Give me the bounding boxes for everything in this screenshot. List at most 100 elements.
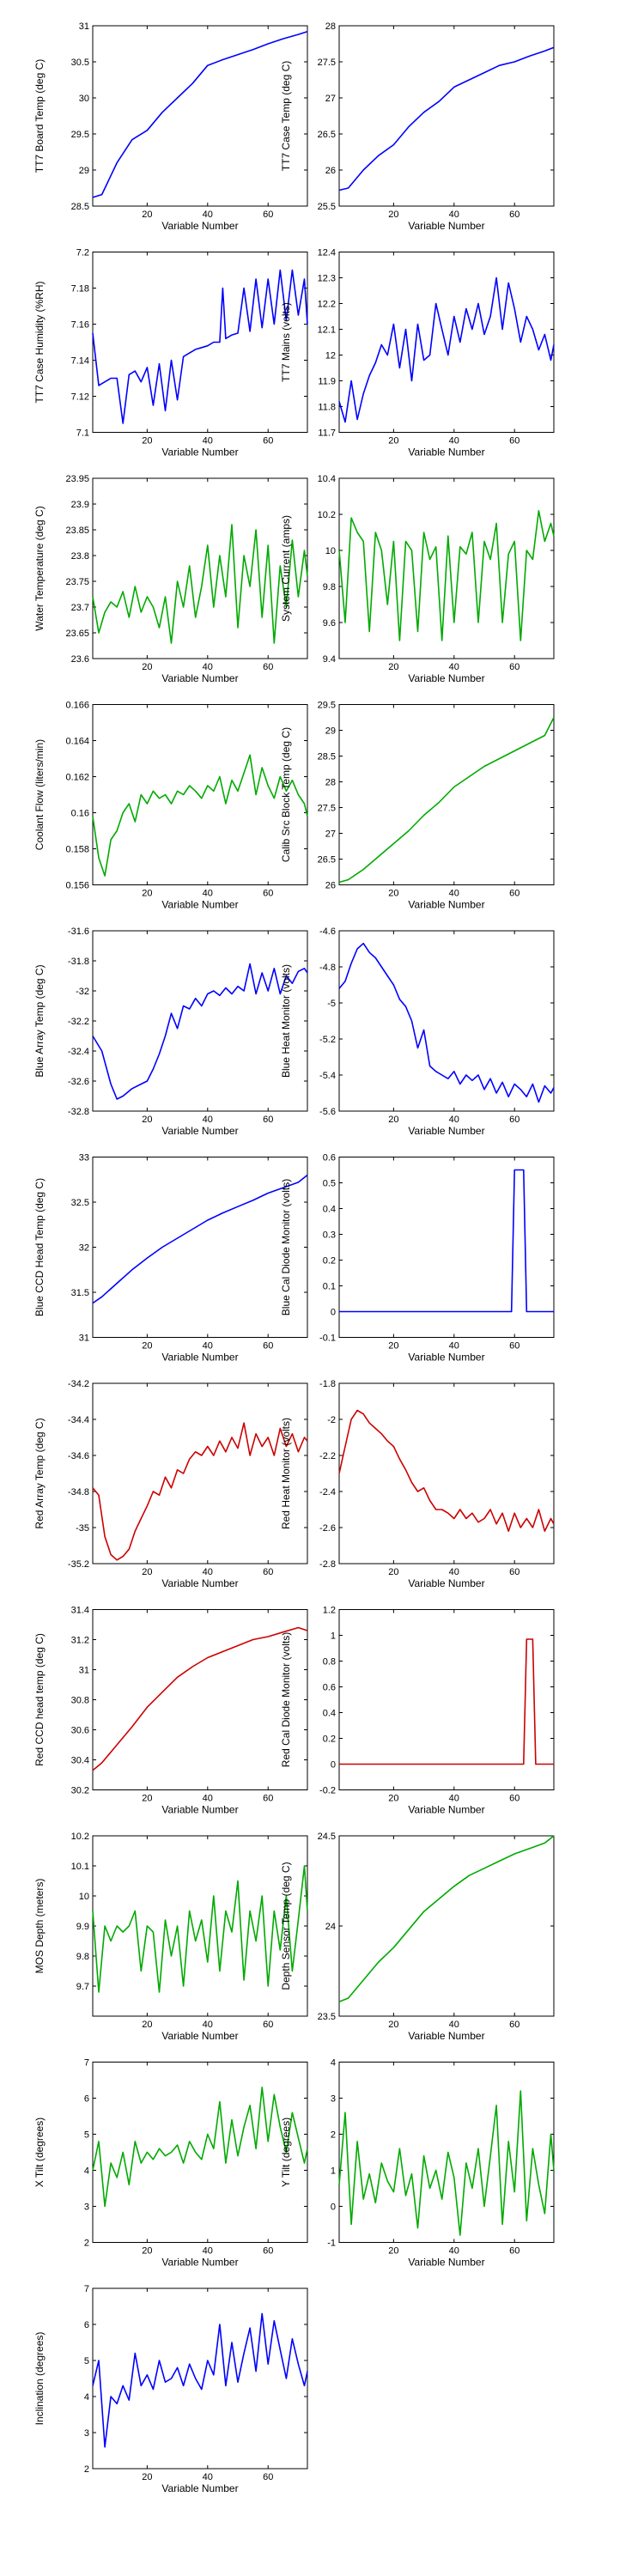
- x-axis-label: Variable Number: [408, 899, 484, 911]
- series-line: [338, 509, 555, 641]
- y-tick-label: 10.2: [318, 510, 336, 520]
- x-tick-label: 60: [509, 1115, 519, 1125]
- y-tick-label: 23.9: [71, 500, 89, 510]
- series-line: [92, 524, 308, 644]
- y-tick-label: 0.162: [65, 773, 89, 783]
- x-tick-label: 60: [509, 1341, 519, 1352]
- y-tick-label: 23.5: [318, 2012, 336, 2022]
- y-tick-label: 7: [84, 2058, 89, 2069]
- x-axis-label: Variable Number: [161, 1352, 238, 1364]
- y-tick-label: 31.2: [71, 1636, 89, 1646]
- y-tick-label: -34.4: [68, 1415, 89, 1425]
- plot-frame: [338, 252, 555, 433]
- series-line: [92, 2312, 308, 2448]
- y-tick-label: -4.8: [319, 963, 336, 973]
- y-axis-label: Blue Cal Diode Monitor (volts): [280, 1179, 292, 1315]
- chart-panel-15: 20 40 60 30.2 30.4 30.6 30.8 31 31.2 31.4 Variable…: [33, 1606, 308, 1816]
- x-tick-label: 20: [142, 2472, 152, 2482]
- y-tick-label: 27: [325, 829, 336, 840]
- y-axis-label: Water Temperature (deg C): [33, 506, 46, 630]
- y-axis-label: Inclination (degrees): [33, 2332, 46, 2426]
- plot-frame: [338, 1835, 555, 2017]
- x-axis-label: Variable Number: [161, 220, 238, 232]
- y-tick-label: 26: [325, 166, 336, 176]
- y-axis-label: X Tilt (degrees): [33, 2117, 46, 2187]
- series-line: [338, 2090, 555, 2236]
- plot-frame: [92, 930, 308, 1112]
- y-tick-label: 10.1: [71, 1862, 89, 1872]
- y-tick-label: 24.5: [318, 1832, 336, 1842]
- y-tick-label: 23.75: [65, 577, 89, 587]
- y-tick-label: 29.5: [71, 130, 89, 140]
- chart-panel-16: 20 40 60 -0.2 0 0.2 0.4 0.6 0.8 1 1.2 Variable Numb…: [280, 1606, 555, 1816]
- series-line: [92, 1174, 308, 1304]
- chart-panel-10: 20 40 60 -5.6 -5.4 -5.2 -5 -4.8 -4.6 Variable Num…: [280, 927, 555, 1137]
- y-tick-label: -34.8: [68, 1487, 89, 1498]
- y-tick-label: -32.4: [68, 1047, 89, 1057]
- series-line: [92, 30, 308, 198]
- y-tick-label: 5: [84, 2130, 89, 2141]
- y-tick-label: 31.4: [71, 1606, 89, 1616]
- y-tick-label: 28: [325, 778, 336, 788]
- x-tick-label: 20: [388, 1794, 398, 1804]
- series-line: [338, 717, 555, 884]
- y-tick-label: 4: [331, 2058, 336, 2069]
- y-tick-label: 30.5: [71, 58, 89, 68]
- y-tick-label: 12: [325, 351, 336, 361]
- x-tick-label: 40: [203, 436, 213, 447]
- chart-panel-14: 20 40 60 -2.8 -2.6 -2.4 -2.2 -2 -1.8 Variable Num…: [280, 1379, 555, 1589]
- y-tick-label: 0.4: [323, 1709, 336, 1719]
- x-tick-label: 60: [509, 662, 519, 672]
- plot-frame: [338, 704, 555, 885]
- x-tick-label: 40: [203, 1341, 213, 1352]
- y-tick-label: 4: [84, 2392, 89, 2403]
- x-tick-label: 60: [263, 1794, 273, 1804]
- y-tick-label: 9.6: [323, 618, 336, 629]
- y-tick-label: 2: [331, 2130, 336, 2141]
- x-axis-label: Variable Number: [161, 447, 238, 459]
- x-axis-label: Variable Number: [408, 447, 484, 459]
- y-tick-label: 9.9: [76, 1922, 89, 1932]
- y-tick-label: -0.2: [319, 1786, 336, 1796]
- x-tick-label: 20: [142, 889, 152, 899]
- y-tick-label: 2: [84, 2464, 89, 2475]
- y-tick-label: -32.2: [68, 1017, 89, 1027]
- chart-panel-19: 20 40 60 2 3 4 5 6 7 Variable Number X Tilt (degre…: [33, 2058, 308, 2269]
- series-line: [338, 942, 555, 1103]
- x-tick-label: 60: [263, 889, 273, 899]
- x-axis-label: Variable Number: [408, 672, 484, 684]
- y-tick-label: 4: [84, 2166, 89, 2177]
- x-axis-label: Variable Number: [161, 672, 238, 684]
- chart-panel-20: 20 40 60 -1 0 1 2 3 4 Variable Number Y Tilt (degr…: [280, 2058, 555, 2269]
- y-axis-label: TT7 Mains (volts): [280, 302, 292, 382]
- y-tick-label: 10: [325, 546, 336, 556]
- x-tick-label: 60: [509, 1794, 519, 1804]
- x-tick-label: 40: [449, 436, 459, 447]
- y-tick-label: -2.2: [319, 1451, 336, 1461]
- x-tick-label: 20: [388, 436, 398, 447]
- x-axis-label: Variable Number: [408, 1352, 484, 1364]
- x-tick-label: 60: [263, 1341, 273, 1352]
- y-tick-label: 0.2: [323, 1256, 336, 1267]
- y-tick-label: 30.8: [71, 1696, 89, 1706]
- y-tick-label: -32: [76, 987, 89, 997]
- y-axis-label: Blue Array Temp (deg C): [33, 964, 46, 1077]
- x-axis-label: Variable Number: [161, 1577, 238, 1589]
- x-axis-label: Variable Number: [408, 1125, 484, 1137]
- x-tick-label: 40: [449, 2246, 459, 2257]
- chart-panel-11: 20 40 60 31 31.5 32 32.5 33 Variable Number Blue …: [33, 1153, 308, 1364]
- y-tick-label: 0.16: [71, 809, 89, 819]
- x-tick-label: 40: [203, 2472, 213, 2482]
- x-tick-label: 20: [388, 1341, 398, 1352]
- y-tick-label: -32.8: [68, 1107, 89, 1117]
- series-line: [92, 269, 308, 424]
- series-line: [92, 2087, 308, 2208]
- series-line: [338, 1835, 555, 2002]
- y-tick-label: 0: [331, 1760, 336, 1771]
- x-tick-label: 60: [263, 662, 273, 672]
- y-tick-label: 9.8: [323, 582, 336, 592]
- y-axis-label: TT7 Board Temp (deg C): [33, 59, 46, 173]
- y-tick-label: 1.2: [323, 1606, 336, 1616]
- y-tick-label: 32: [79, 1243, 89, 1254]
- y-axis-label: System Current (amps): [280, 515, 292, 622]
